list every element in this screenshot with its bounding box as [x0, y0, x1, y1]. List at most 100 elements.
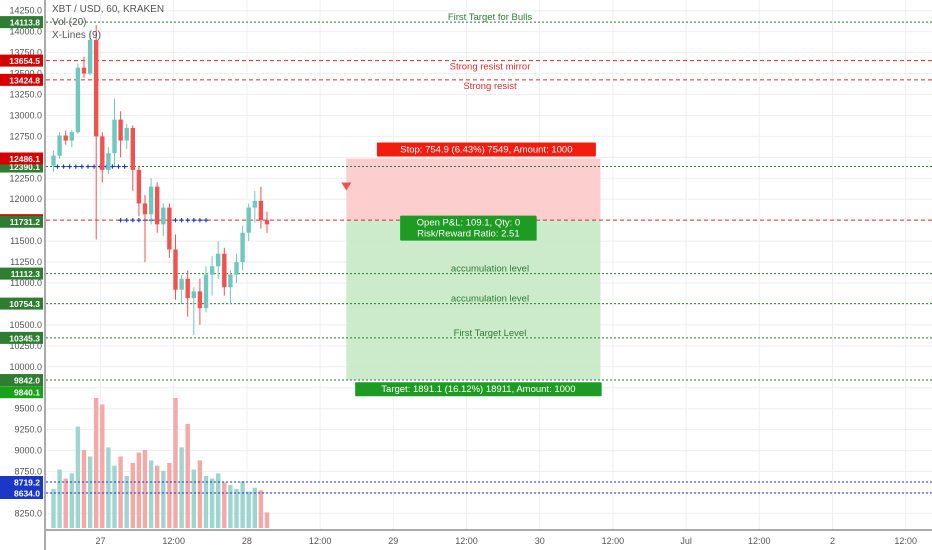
candle-body[interactable] [240, 232, 245, 263]
candle-body[interactable] [130, 128, 135, 170]
axis-price-tag: 8719.2 [14, 478, 40, 488]
candle-body[interactable] [87, 40, 93, 74]
candle-body[interactable] [167, 207, 172, 250]
time-tick-label: 30 [535, 536, 545, 546]
target-label-bg [355, 382, 602, 397]
candle-body[interactable] [94, 40, 99, 137]
price-tick-label: 13750.0 [9, 48, 42, 58]
candle-body[interactable] [173, 249, 178, 290]
axis-price-tag: 11731.2 [10, 217, 41, 227]
candle-body[interactable] [112, 119, 117, 154]
level-text: accumulation level [451, 294, 529, 305]
candle-body[interactable] [185, 278, 190, 299]
candle-body[interactable] [216, 253, 221, 267]
candle-body[interactable] [75, 67, 81, 133]
price-tick-label: 9000.0 [14, 446, 42, 456]
candle-body[interactable] [142, 203, 148, 215]
candle-body[interactable] [191, 291, 196, 299]
xline-marker [136, 217, 142, 223]
axis-price-tag-bg [0, 386, 43, 399]
candle-body[interactable] [118, 119, 123, 141]
volume-bar [75, 426, 81, 528]
axis-price-tag-bg [0, 152, 43, 165]
price-tick-label: 13000.0 [9, 110, 42, 120]
price-tick-label: 9250.0 [14, 425, 42, 435]
candle-body[interactable] [81, 67, 87, 74]
xline-marker [197, 217, 203, 223]
xline-marker [110, 164, 115, 169]
price-tick-label: 13250.0 [9, 89, 42, 99]
time-tick-label: 28 [242, 536, 252, 546]
candle-body[interactable] [203, 274, 209, 309]
xlines-indicator-label: X-Lines (9) [52, 30, 101, 41]
candle-body[interactable] [148, 186, 154, 215]
candle-body[interactable] [100, 136, 105, 170]
candle-body[interactable] [106, 153, 111, 170]
target-zone[interactable] [346, 220, 601, 381]
candles[interactable] [51, 24, 270, 335]
volume-bar [252, 487, 257, 528]
volume-bar [191, 469, 196, 528]
candle-body[interactable] [136, 169, 142, 204]
xline-marker [185, 217, 190, 223]
level-price-tag-bg [0, 73, 43, 86]
volume-bar [179, 447, 184, 528]
volume-bar [69, 473, 74, 528]
stop-label-bg [376, 142, 596, 157]
xline-marker [55, 164, 60, 169]
candle-body[interactable] [264, 220, 270, 225]
volume-bars [51, 398, 270, 528]
candle-body[interactable] [258, 200, 264, 221]
candle-body[interactable] [57, 135, 62, 156]
level-price-tag-bg [0, 297, 43, 310]
xline-marker [173, 217, 178, 223]
candle-body[interactable] [228, 274, 233, 288]
stop-label-text: Stop: 754.9 (6.43%) 7549, Amount: 1000 [400, 144, 572, 155]
xline-marker [79, 164, 85, 169]
candle-body[interactable] [179, 278, 184, 290]
time-tick-label: 12:00 [309, 536, 332, 546]
candle-body[interactable] [222, 253, 227, 288]
price-tick-label: 10000.0 [9, 362, 42, 372]
candle-body[interactable] [51, 155, 56, 166]
volume-indicator-label: Vol (20) [52, 17, 87, 28]
xline-marker [116, 164, 121, 169]
candle-body[interactable] [155, 186, 160, 225]
price-tick-label: 12750.0 [9, 131, 42, 141]
candle-body[interactable] [252, 200, 257, 208]
price-tick-label: 13500.0 [9, 69, 42, 79]
volume-bar [234, 489, 239, 528]
volume-bar [155, 465, 160, 528]
time-tick-label: 12:00 [602, 536, 625, 546]
level-price-tag-bg [0, 267, 43, 280]
volume-bar [51, 489, 56, 528]
x-lines [55, 164, 209, 223]
candle-body[interactable] [124, 128, 129, 141]
volume-bar [173, 398, 178, 528]
volume-bar [258, 490, 264, 528]
candle-body[interactable] [234, 262, 239, 275]
level-price-tag-bg [0, 16, 43, 29]
time-tick-label: 12:00 [455, 536, 478, 546]
level-text: Strong resist [463, 81, 517, 92]
candle-body[interactable] [209, 266, 215, 275]
candle-body[interactable] [63, 135, 68, 141]
level-price-tag: 13424.8 [9, 75, 40, 85]
candle-body[interactable] [197, 291, 203, 309]
stop-zone[interactable] [346, 158, 601, 221]
xline-marker [191, 217, 196, 223]
candle-body[interactable] [246, 207, 251, 233]
level-price-tag: 9842.0 [14, 376, 40, 386]
volume-bar [112, 465, 117, 528]
volume-bar [124, 476, 129, 528]
time-tick-label: 27 [95, 536, 105, 546]
xline-marker [73, 164, 78, 169]
short-entry-arrow-icon [341, 182, 352, 191]
candle-body[interactable] [161, 207, 166, 225]
candle-body[interactable] [69, 132, 74, 141]
pnl-label-text: Risk/Reward Ratio: 2.51 [417, 229, 519, 240]
volume-bar [203, 476, 209, 528]
position-zones[interactable] [346, 158, 601, 381]
